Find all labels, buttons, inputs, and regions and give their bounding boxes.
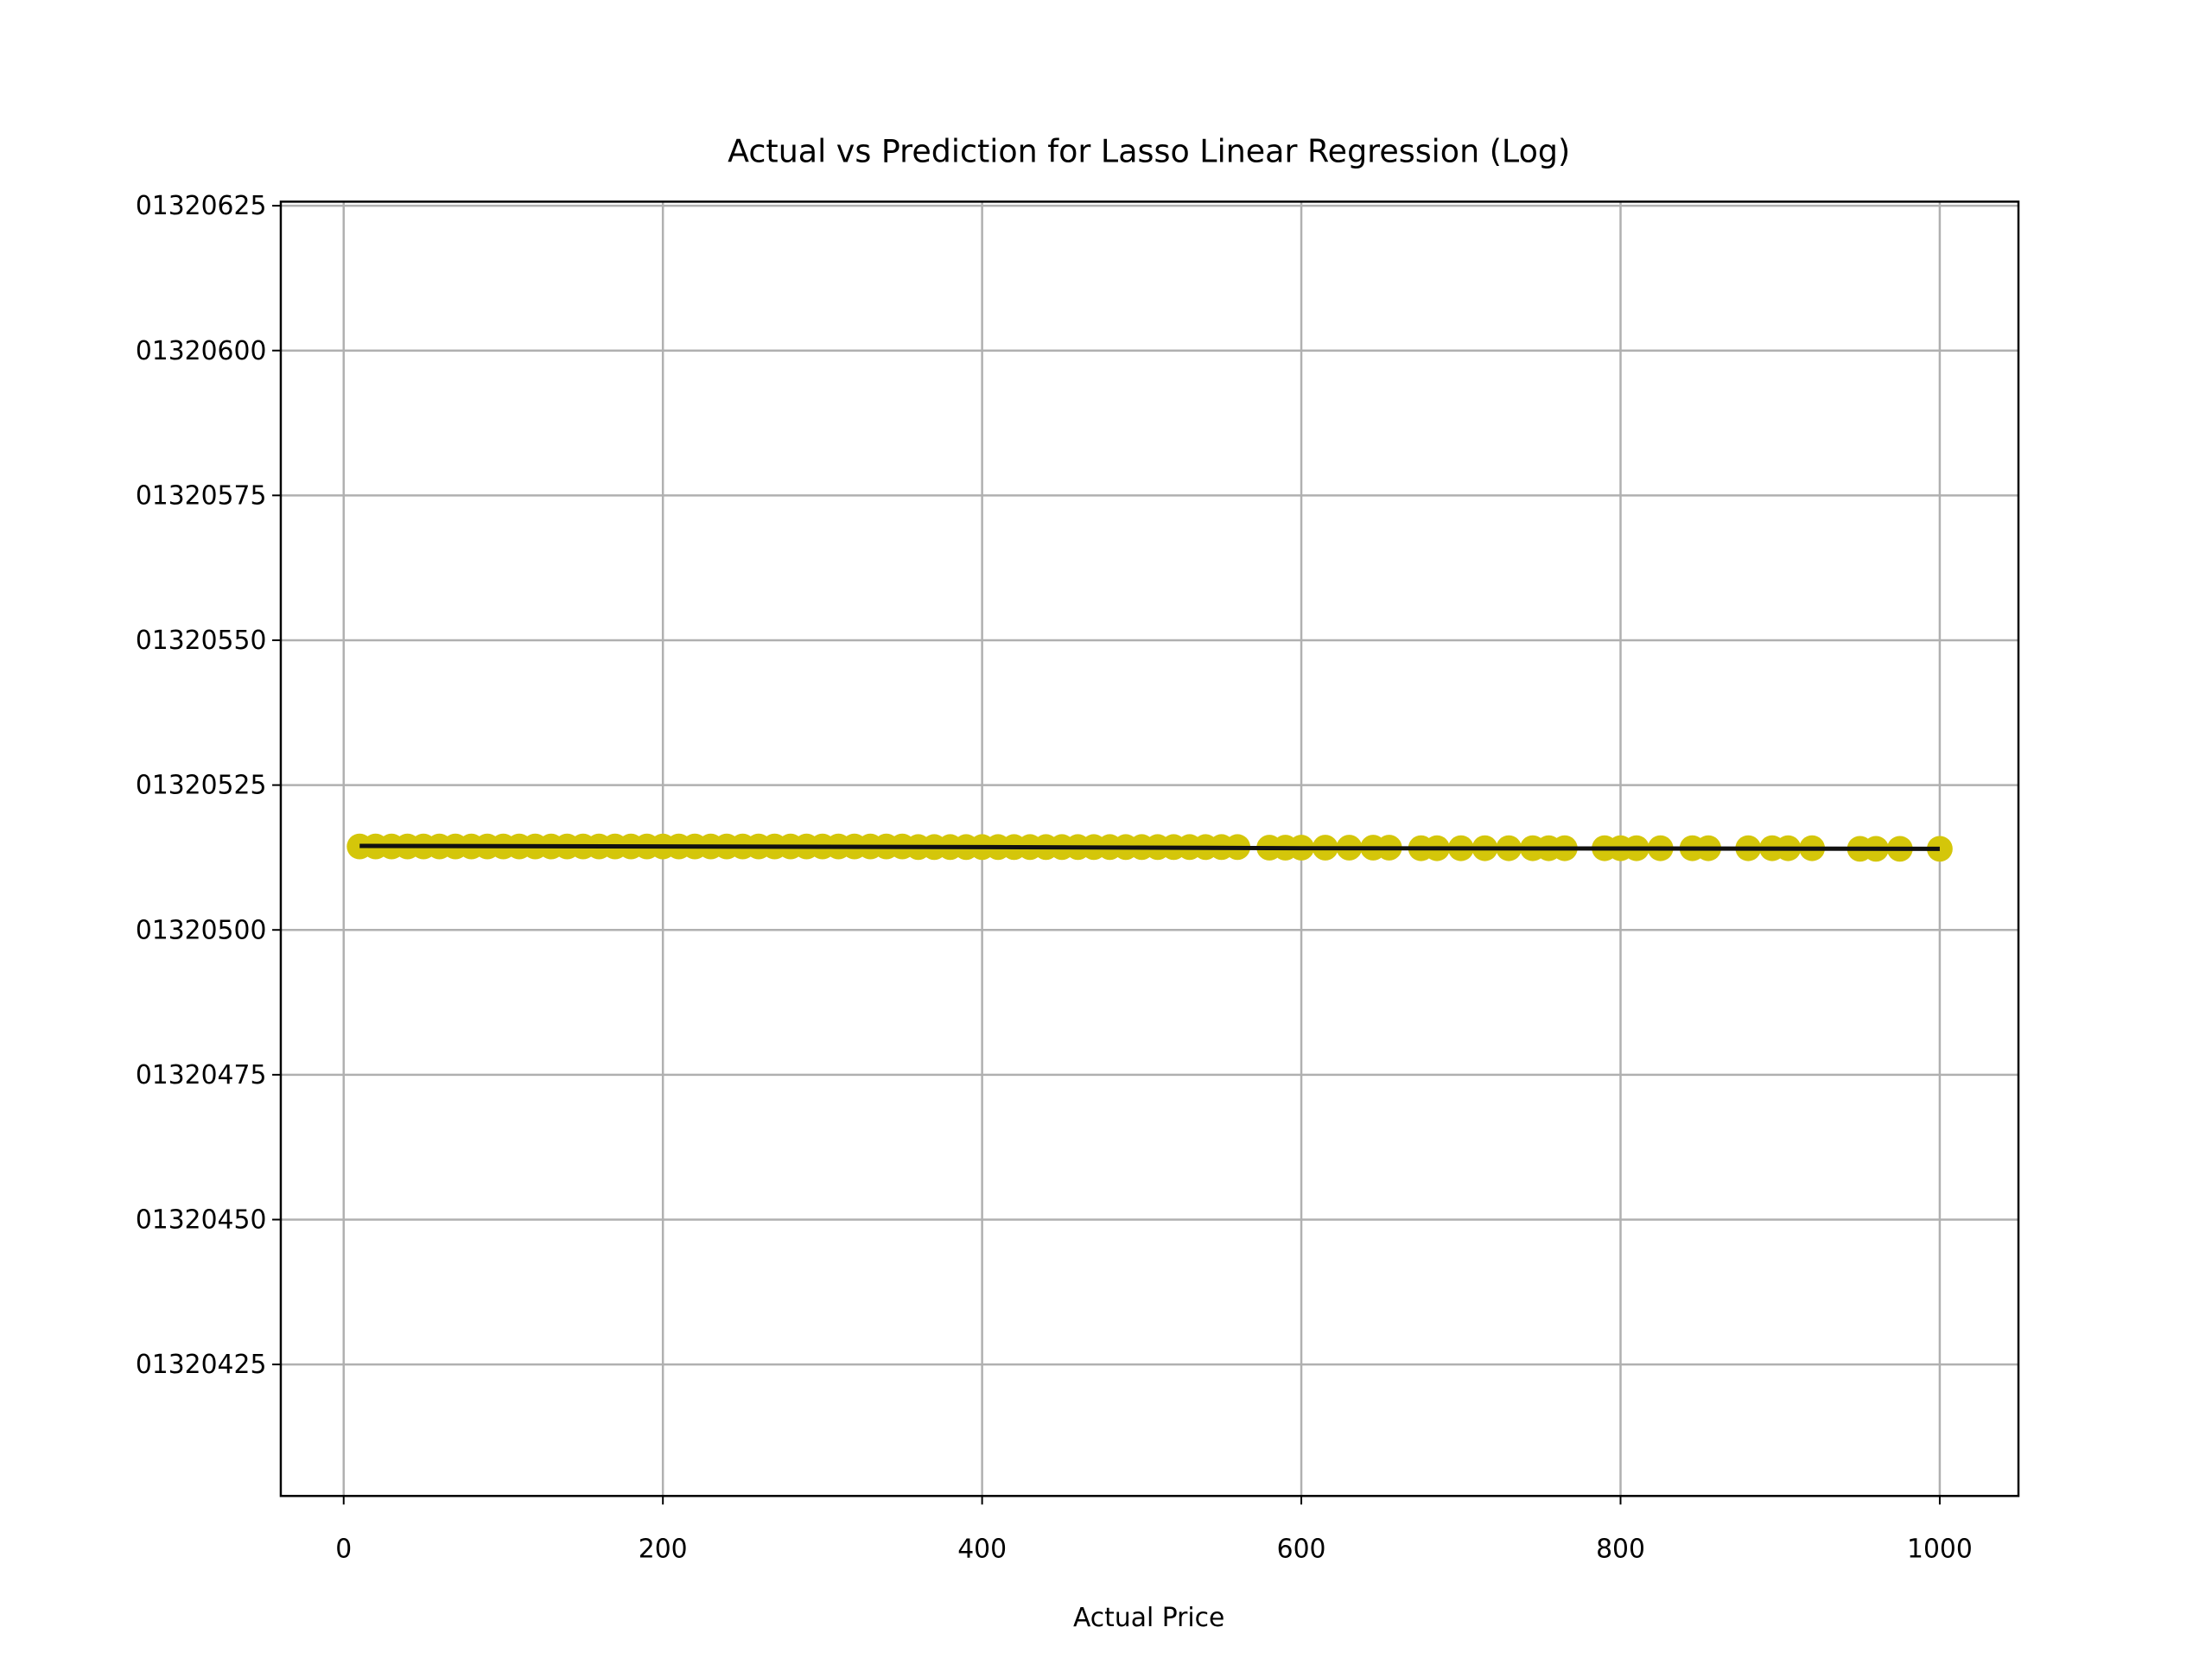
- y-tick-label: 01320450: [136, 1205, 267, 1236]
- axes-frame: [279, 200, 2020, 1497]
- x-tick-label: 800: [1596, 1535, 1645, 1565]
- y-tick-label: 01320425: [136, 1350, 267, 1380]
- line: [359, 843, 1940, 851]
- y-tick-label: 01320625: [136, 191, 267, 221]
- plot-area: [346, 833, 1953, 862]
- y-tick-label: 01320600: [136, 336, 267, 366]
- y-tick-label: 01320525: [136, 771, 267, 801]
- x-axis-label: Actual Price: [1073, 1603, 1224, 1633]
- y-tick-label: 01320500: [136, 915, 267, 945]
- y-tick-label: 01320550: [136, 626, 267, 656]
- x-tick-label: 600: [1277, 1535, 1326, 1565]
- x-tick-label: 1000: [1907, 1535, 1973, 1565]
- x-tick-label: 400: [957, 1535, 1007, 1565]
- y-tick-label: 01320475: [136, 1060, 267, 1090]
- x-tick-label: 0: [335, 1535, 352, 1565]
- chart-title: Actual vs Prediction for Lasso Linear Re…: [728, 133, 1570, 170]
- x-tick-label: 200: [639, 1535, 688, 1565]
- y-tick-label: 01320575: [136, 480, 267, 511]
